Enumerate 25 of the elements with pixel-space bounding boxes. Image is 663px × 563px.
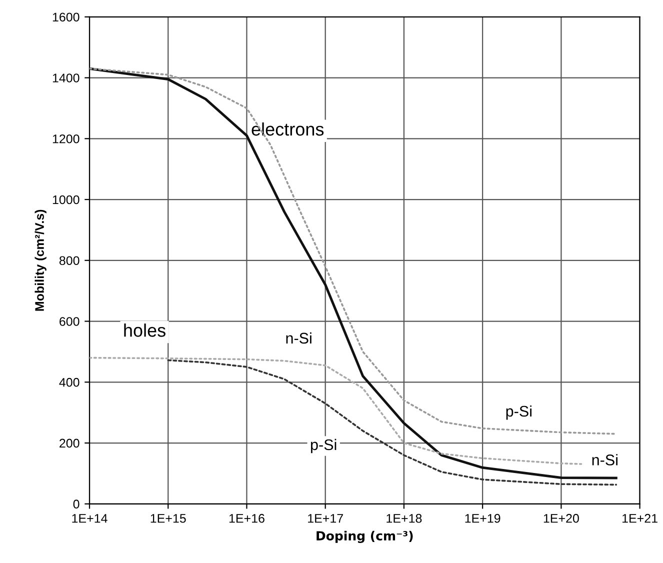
x-tick-label: 1E+17	[308, 514, 343, 523]
y-tick-label: 200	[60, 438, 80, 448]
annotation: p-Si	[310, 438, 336, 454]
x-tick-label: 1E+20	[544, 514, 579, 523]
y-tick-label: 1200	[52, 134, 80, 144]
annotation: n-Si	[592, 454, 618, 466]
y-tick-label: 800	[59, 256, 80, 266]
x-axis-title: Doping (cm⁻³)	[316, 530, 413, 544]
x-tick-label: 1E+14	[72, 514, 108, 523]
y-tick-label: 400	[59, 378, 80, 387]
x-tick-label: 1E+18	[386, 514, 422, 523]
y-tick-label: 1000	[52, 195, 80, 204]
y-tick-label: 1600	[52, 12, 80, 22]
y-axis-title: Mobility (cm²/V.s)	[34, 210, 46, 311]
annotation: p-Si	[506, 405, 532, 420]
y-tick-label: 600	[60, 317, 80, 326]
annotation: electrons	[252, 122, 324, 136]
y-tick-label: 1400	[52, 74, 80, 82]
annotation: n-Si	[286, 332, 312, 344]
x-tick-label: 1E+21	[622, 514, 658, 523]
x-tick-label: 1E+19	[465, 514, 500, 523]
annotation: holes	[124, 324, 166, 337]
x-tick-label: 1E+16	[229, 514, 264, 523]
y-tick-label: 0	[73, 500, 80, 509]
x-tick-label: 1E+15	[150, 514, 186, 523]
